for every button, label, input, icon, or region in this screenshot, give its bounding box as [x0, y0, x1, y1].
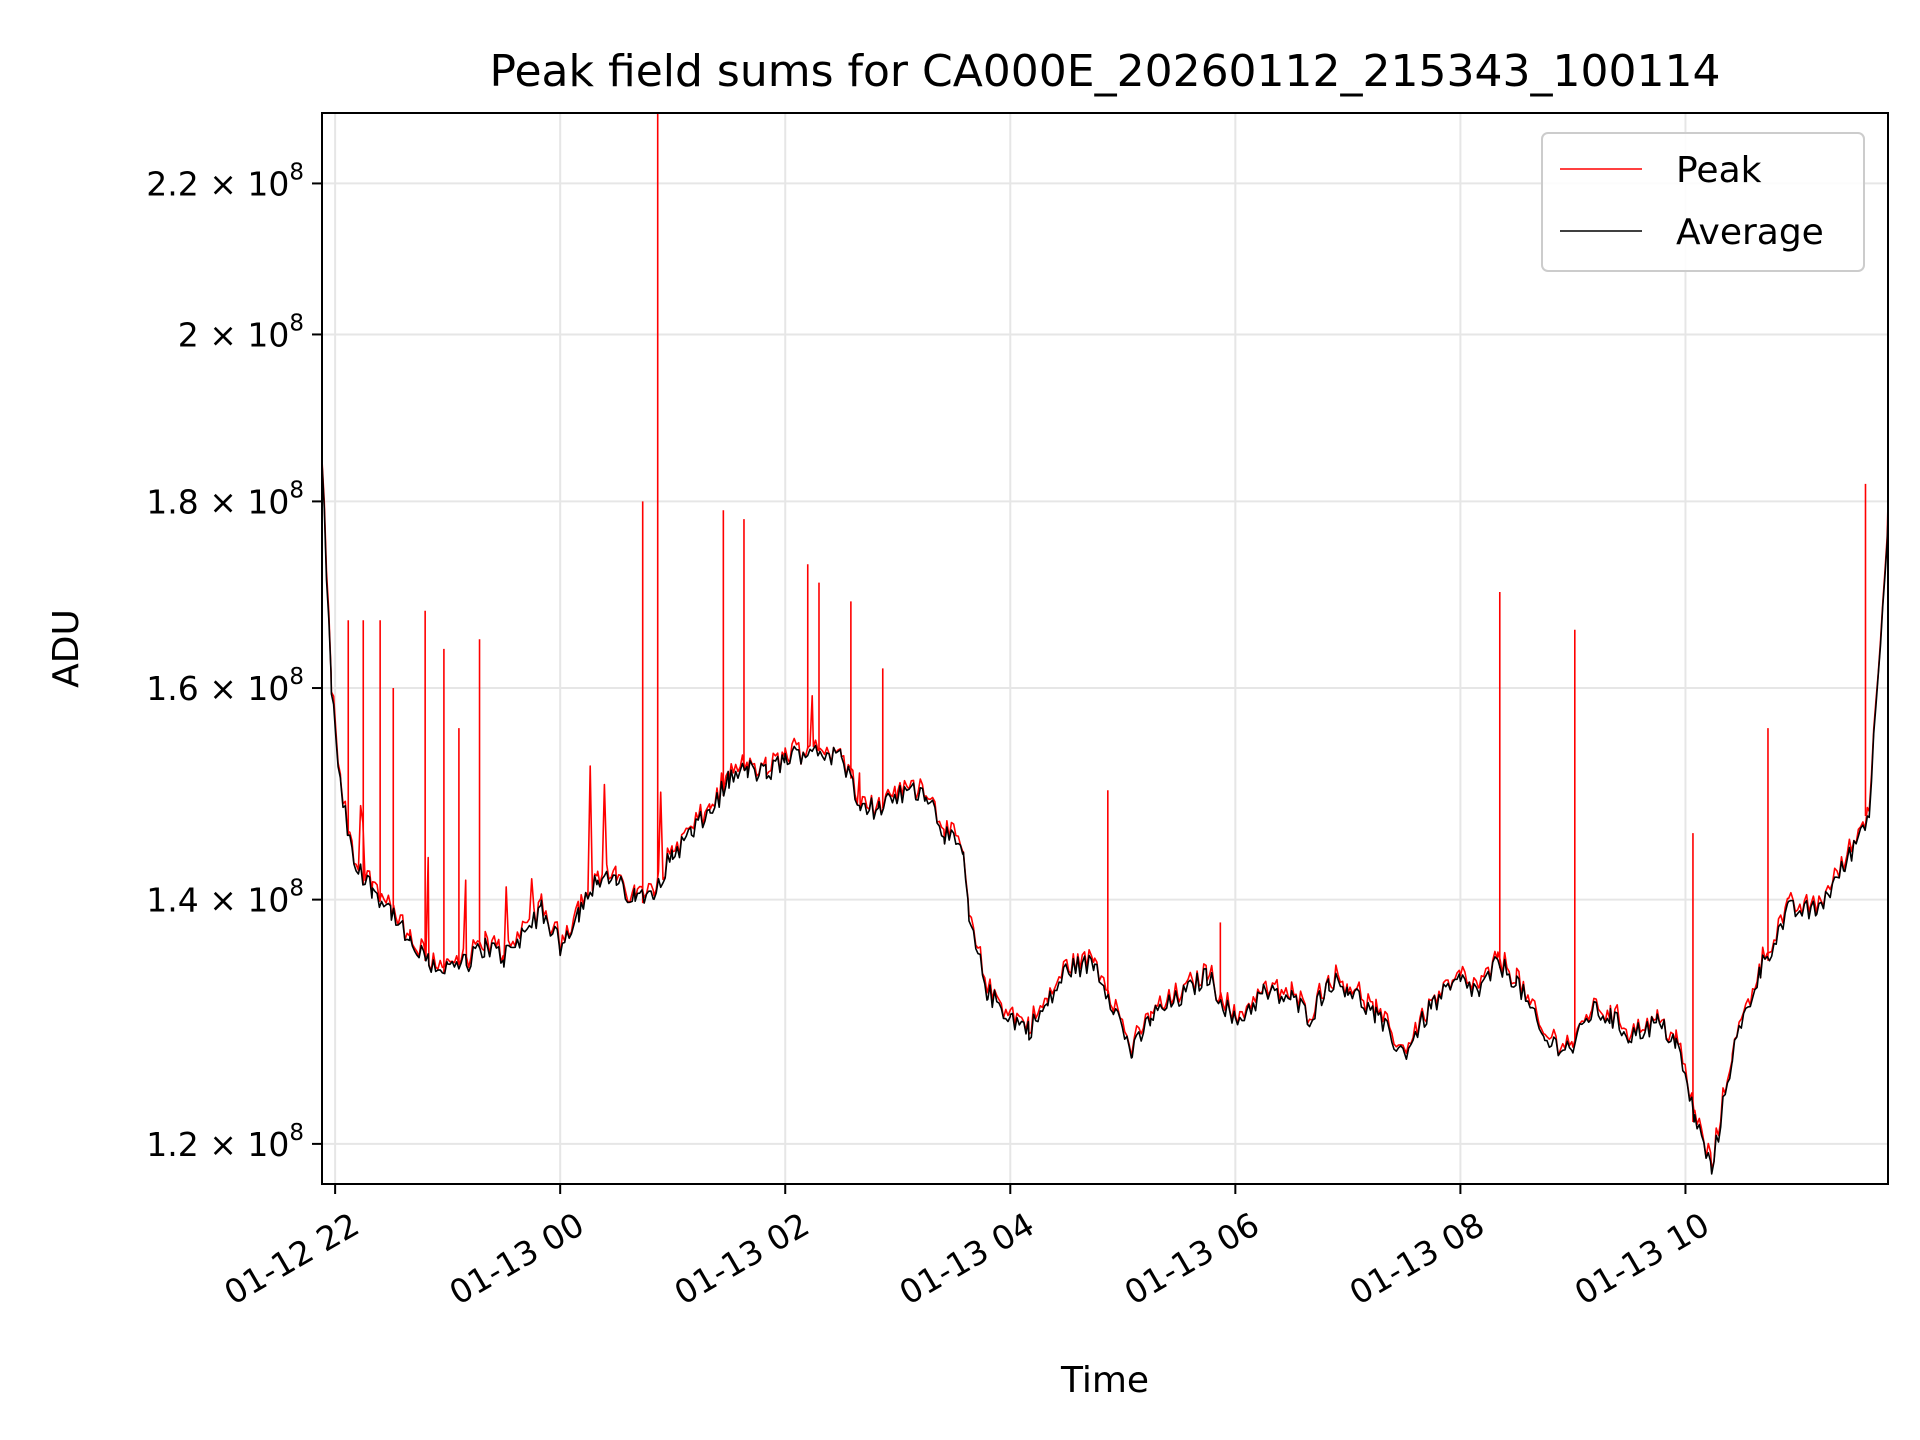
- legend-average-label: Average: [1676, 212, 1824, 253]
- y-tick-exponent: 8: [289, 159, 304, 185]
- y-tick-exponent: 8: [289, 876, 304, 902]
- y-tick-exponent: 8: [289, 477, 304, 503]
- legend: Peak Average: [1541, 132, 1865, 272]
- y-tick-exponent: 8: [289, 310, 304, 336]
- y-tick-mantissa: 1.2: [146, 1125, 198, 1164]
- y-tick-mantissa: 1.8: [146, 482, 198, 521]
- y-tick-times: × 10: [199, 315, 290, 354]
- y-tick-label: 1.8 × 108: [146, 477, 304, 521]
- y-tick-exponent: 8: [289, 664, 304, 690]
- y-tick-times: × 10: [199, 482, 290, 521]
- y-tick-times: × 10: [199, 1125, 290, 1164]
- y-tick-label: 1.2 × 108: [146, 1120, 304, 1164]
- y-tick-mantissa: 1.4: [146, 881, 198, 920]
- legend-peak-label: Peak: [1676, 150, 1762, 191]
- legend-box: [1541, 132, 1865, 272]
- y-tick-times: × 10: [199, 881, 290, 920]
- y-tick-label: 1.4 × 108: [146, 876, 304, 920]
- y-tick-mantissa: 1.6: [146, 669, 198, 708]
- x-axis-title: Time: [1060, 1360, 1149, 1401]
- y-axis-title: ADU: [46, 609, 87, 688]
- average-line: [321, 463, 1889, 1175]
- plot-frame: [321, 112, 1889, 1185]
- y-tick-label: 2 × 108: [178, 310, 304, 354]
- y-tick-mantissa: 2.2: [146, 164, 198, 203]
- y-tick-exponent: 8: [289, 1120, 304, 1146]
- y-tick-label: 2.2 × 108: [146, 159, 304, 203]
- y-tick-times: × 10: [199, 164, 290, 203]
- y-tick-mantissa: 2: [178, 315, 199, 354]
- average-series: [321, 463, 1889, 1175]
- chart-title: Peak field sums for CA000E_20260112_2153…: [490, 46, 1721, 97]
- y-tick-times: × 10: [199, 669, 290, 708]
- y-tick-label: 1.6 × 108: [146, 664, 304, 708]
